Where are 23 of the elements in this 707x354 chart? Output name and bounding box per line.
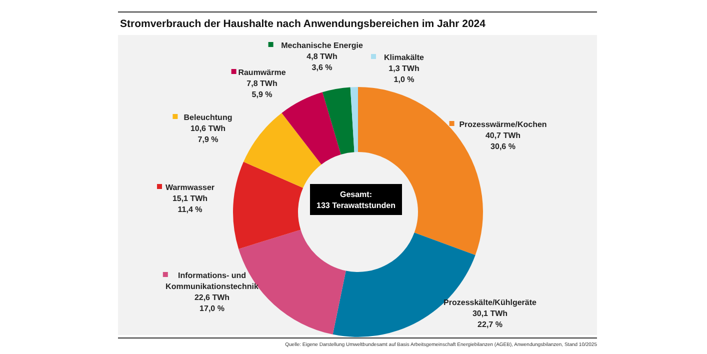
data-label: 1,3 TWh 1,0 % — [388, 64, 420, 84]
data-label: 7,8 TWh 5,9 % — [246, 79, 278, 99]
donut-slice — [322, 87, 354, 154]
legend-label: Mechanische Energie — [281, 41, 364, 50]
legend-label: Warmwasser — [165, 183, 215, 192]
donut-slice — [244, 112, 322, 188]
legend-label: Raumwärme — [238, 68, 286, 77]
chart-title: Stromverbrauch der Haushalte nach Anwendungsbereichen im Jahr 2024 — [120, 18, 486, 30]
data-label: 22,6 TWh 17,0 % — [194, 293, 230, 313]
donut-slice — [350, 87, 358, 152]
slice-label: Prozesskälte/Kühlgeräte — [444, 298, 538, 307]
data-label: 15,1 TWh 11,4 % — [172, 194, 208, 214]
data-label: 40,7 TWh 30,6 % — [485, 131, 521, 151]
data-label: 10,6 TWh 7,9 % — [190, 124, 226, 144]
donut-slice — [233, 162, 304, 249]
text: Gesamt: 133 Terawattstunden — [316, 190, 396, 210]
legend-label: Beleuchtung — [184, 113, 232, 122]
data-label: 4,8 TWh 3,6 % — [306, 52, 338, 72]
legend-label: Klimakälte — [384, 53, 425, 62]
legend-label: Prozesswärme/Kochen — [459, 120, 547, 129]
legend-label: Informations- und Kommunikationstechnik — [166, 271, 259, 291]
data-label: 30,1 TWh 22,7 % — [472, 309, 508, 329]
donut-slice — [282, 92, 341, 164]
